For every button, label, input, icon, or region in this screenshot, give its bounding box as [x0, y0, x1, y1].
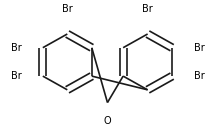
Text: Br: Br: [142, 4, 153, 14]
Text: Br: Br: [194, 71, 204, 81]
Text: Br: Br: [11, 71, 21, 81]
Text: O: O: [104, 116, 111, 126]
Text: Br: Br: [194, 43, 204, 53]
Text: Br: Br: [62, 4, 73, 14]
Text: Br: Br: [11, 43, 21, 53]
